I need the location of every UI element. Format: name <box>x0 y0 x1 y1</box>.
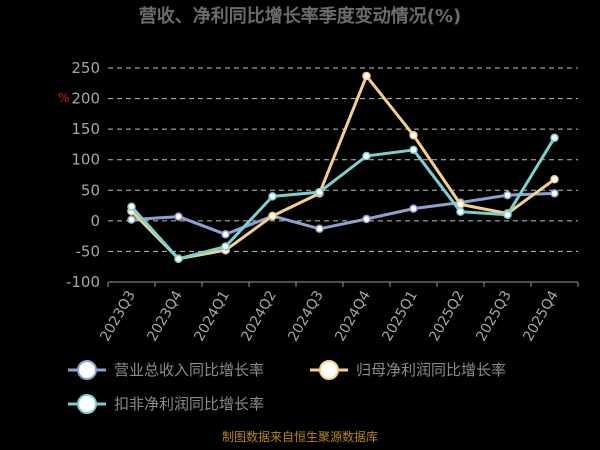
data-point <box>174 254 183 264</box>
y-tick-label: 150 <box>71 120 100 138</box>
y-tick-label: 50 <box>81 181 100 199</box>
y-tick-label: 0 <box>90 212 100 230</box>
data-point <box>221 230 230 239</box>
grid <box>108 67 578 252</box>
legend-label: 扣非净利润同比增长率 <box>114 395 264 413</box>
series-line <box>131 191 555 236</box>
series-line <box>130 74 556 261</box>
y-tick-label: 200 <box>71 90 100 108</box>
legend-item: 归母净利润同比增长率 <box>310 360 506 380</box>
legend-item: 营业总收入同比增长率 <box>68 360 264 380</box>
data-point <box>456 207 465 216</box>
x-tick-label: 2025Q4 <box>520 288 562 344</box>
data-point <box>315 187 324 197</box>
x-tick-label: 2023Q4 <box>144 288 186 344</box>
x-tick-label: 2024Q1 <box>191 288 233 344</box>
x-axis-ticks: 2023Q3 2023Q4 2024Q1 2024Q2 2024Q3 2024Q4 2025… <box>97 282 579 344</box>
y-tick-label: 250 <box>71 59 100 77</box>
y-tick-label: -100 <box>66 273 100 291</box>
y-tick-label: -50 <box>76 242 101 260</box>
data-point <box>550 175 559 184</box>
legend-swatch-marker <box>319 360 339 380</box>
data-point <box>550 133 559 142</box>
data-point <box>362 71 371 81</box>
series-2 <box>127 71 559 264</box>
data-point <box>409 204 418 213</box>
x-tick-label: 2025Q2 <box>426 288 468 344</box>
x-tick-label: 2024Q3 <box>285 288 327 344</box>
source-note: 制图数据来自恒生聚源数据库 <box>222 429 378 444</box>
data-point <box>503 210 512 219</box>
y-axis-ticks: 250 200 150 100 50 0 -50 -100 <box>66 59 100 291</box>
data-point <box>362 151 371 161</box>
legend-item: 扣非净利润同比增长率 <box>68 394 264 414</box>
data-point <box>127 215 136 224</box>
x-tick-label: 2024Q4 <box>332 288 374 344</box>
data-point <box>409 131 418 140</box>
data-point <box>315 224 324 234</box>
x-tick-label: 2024Q2 <box>238 288 280 344</box>
series-3 <box>127 133 559 264</box>
y-tick-label: 100 <box>71 151 100 169</box>
data-point <box>127 202 136 212</box>
x-tick-label: 2023Q3 <box>97 288 139 344</box>
y-axis-unit-label: % <box>58 91 69 105</box>
legend-swatch-marker <box>77 394 97 414</box>
legend-label: 归母净利润同比增长率 <box>356 361 506 379</box>
legend-swatch-marker <box>77 360 97 380</box>
data-point <box>221 242 230 251</box>
data-point <box>362 214 371 224</box>
data-point <box>409 145 418 155</box>
data-point <box>550 189 559 198</box>
data-point <box>503 190 512 200</box>
series-line <box>130 136 556 261</box>
series-layer <box>127 71 559 264</box>
chart-title: 营收、净利同比增长率季度变动情况(%) <box>139 5 462 27</box>
x-tick-label: 2025Q1 <box>379 288 421 344</box>
x-tick-label: 2025Q3 <box>473 288 515 344</box>
data-point <box>174 212 183 221</box>
data-point <box>268 192 277 201</box>
legend-label: 营业总收入同比增长率 <box>114 361 264 379</box>
data-point <box>268 211 277 221</box>
